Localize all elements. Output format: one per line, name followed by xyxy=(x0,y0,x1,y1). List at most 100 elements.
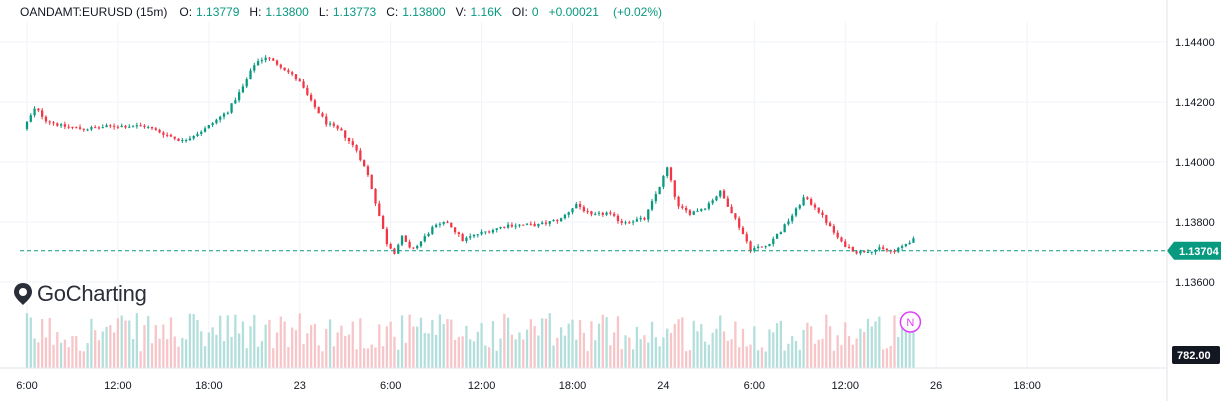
volume-bar xyxy=(753,326,756,368)
volume-bar xyxy=(559,327,563,368)
candle-body xyxy=(768,244,771,247)
volume-bar xyxy=(37,342,40,368)
candle-body xyxy=(461,234,464,241)
volume-bar xyxy=(298,313,301,368)
volume-bar xyxy=(688,349,692,368)
candle-body xyxy=(817,207,820,213)
grid-lines xyxy=(0,22,1167,368)
candle-body xyxy=(245,79,248,87)
volume-bar xyxy=(696,331,699,368)
news-marker[interactable] xyxy=(899,311,922,333)
candle-body xyxy=(893,250,896,252)
volume-bar xyxy=(787,343,790,368)
candle-body xyxy=(97,127,101,129)
candle-body xyxy=(764,246,767,248)
volume-bar xyxy=(522,339,525,368)
candle-body xyxy=(669,167,673,181)
x-tick-label: 6:00 xyxy=(744,380,765,392)
candle-body xyxy=(715,196,718,201)
volume-bar xyxy=(268,319,271,368)
candle-body xyxy=(647,209,650,220)
x-tick-label: 18:00 xyxy=(195,380,223,392)
candle-body xyxy=(298,79,301,82)
volume-bar xyxy=(851,344,854,368)
candle-body xyxy=(881,247,885,249)
volume-bar xyxy=(109,325,112,368)
candle-body xyxy=(268,57,271,59)
candle-body xyxy=(67,126,70,128)
price-overlay: 1.13704 782.00 N xyxy=(20,241,1221,364)
candle-body xyxy=(332,123,335,126)
volume-bar xyxy=(196,319,199,368)
volume-bar xyxy=(912,320,915,368)
candle-body xyxy=(783,224,786,233)
volume-bar xyxy=(832,350,836,368)
volume-bar xyxy=(825,314,828,368)
volume-bar xyxy=(563,335,567,368)
volume-bar xyxy=(412,326,415,368)
volume-bar xyxy=(631,349,635,368)
volume-bar xyxy=(283,321,286,368)
candle-body xyxy=(135,125,138,127)
candle-body xyxy=(813,204,817,208)
candle-body xyxy=(696,210,699,212)
x-tick-label: 18:00 xyxy=(559,380,587,392)
volume-bar xyxy=(374,347,377,368)
high-value: 1.13800 xyxy=(265,5,309,19)
volume-bar xyxy=(90,318,93,368)
volume-bar xyxy=(567,323,570,368)
candle-body xyxy=(33,108,36,116)
candle-body xyxy=(181,140,184,142)
candle-body xyxy=(900,246,904,248)
volume-bar xyxy=(844,322,847,368)
open-label: O: xyxy=(179,5,193,19)
volume-bar xyxy=(143,325,146,368)
volume-bar xyxy=(760,347,764,368)
candle-body xyxy=(639,217,642,220)
volume-bar xyxy=(336,332,339,368)
news-marker-label[interactable]: N xyxy=(906,317,914,329)
volume-bar xyxy=(605,317,608,368)
volume-bar xyxy=(472,341,476,368)
volume-bar xyxy=(476,331,479,368)
candle-body xyxy=(840,237,843,242)
candle-body xyxy=(745,234,748,242)
volume-bar xyxy=(863,331,866,368)
volume-bar xyxy=(423,333,426,368)
volume-bar xyxy=(866,318,870,368)
volume-bar xyxy=(378,324,381,368)
candle-body xyxy=(491,229,495,233)
candle-body xyxy=(794,208,798,216)
candle-body xyxy=(499,226,502,229)
volume-bar xyxy=(44,337,48,368)
candle-body xyxy=(495,228,498,230)
price-axis[interactable]: 1.14400 1.14200 1.14000 1.13800 1.13600 xyxy=(1166,0,1215,401)
volume-bar xyxy=(150,343,154,368)
candle-body xyxy=(412,247,415,249)
candle-body xyxy=(685,207,688,211)
candle-body xyxy=(400,235,404,245)
volume-bar xyxy=(381,346,385,368)
volume-bar xyxy=(434,334,438,368)
candle-body xyxy=(366,166,370,175)
volume-bar xyxy=(169,317,173,368)
volume-bar xyxy=(294,330,298,368)
candle-body xyxy=(116,126,120,128)
candle-body xyxy=(908,242,911,245)
candle-body xyxy=(590,211,593,215)
volume-bar xyxy=(97,340,101,368)
candle-body xyxy=(749,241,752,251)
candle-body xyxy=(166,134,169,136)
candle-body xyxy=(279,64,282,68)
candle-body xyxy=(775,234,779,239)
candle-body xyxy=(711,200,714,204)
volume-bar xyxy=(510,334,514,368)
candle-body xyxy=(544,222,548,224)
candle-body xyxy=(726,198,729,207)
candle-body xyxy=(52,122,55,124)
volume-bar xyxy=(499,338,502,368)
candle-body xyxy=(419,241,423,247)
candle-body xyxy=(222,113,226,117)
time-axis[interactable]: 6:00 12:00 18:00 23 6:00 12:00 18:00 24 6:00 12:0… xyxy=(0,367,1167,392)
